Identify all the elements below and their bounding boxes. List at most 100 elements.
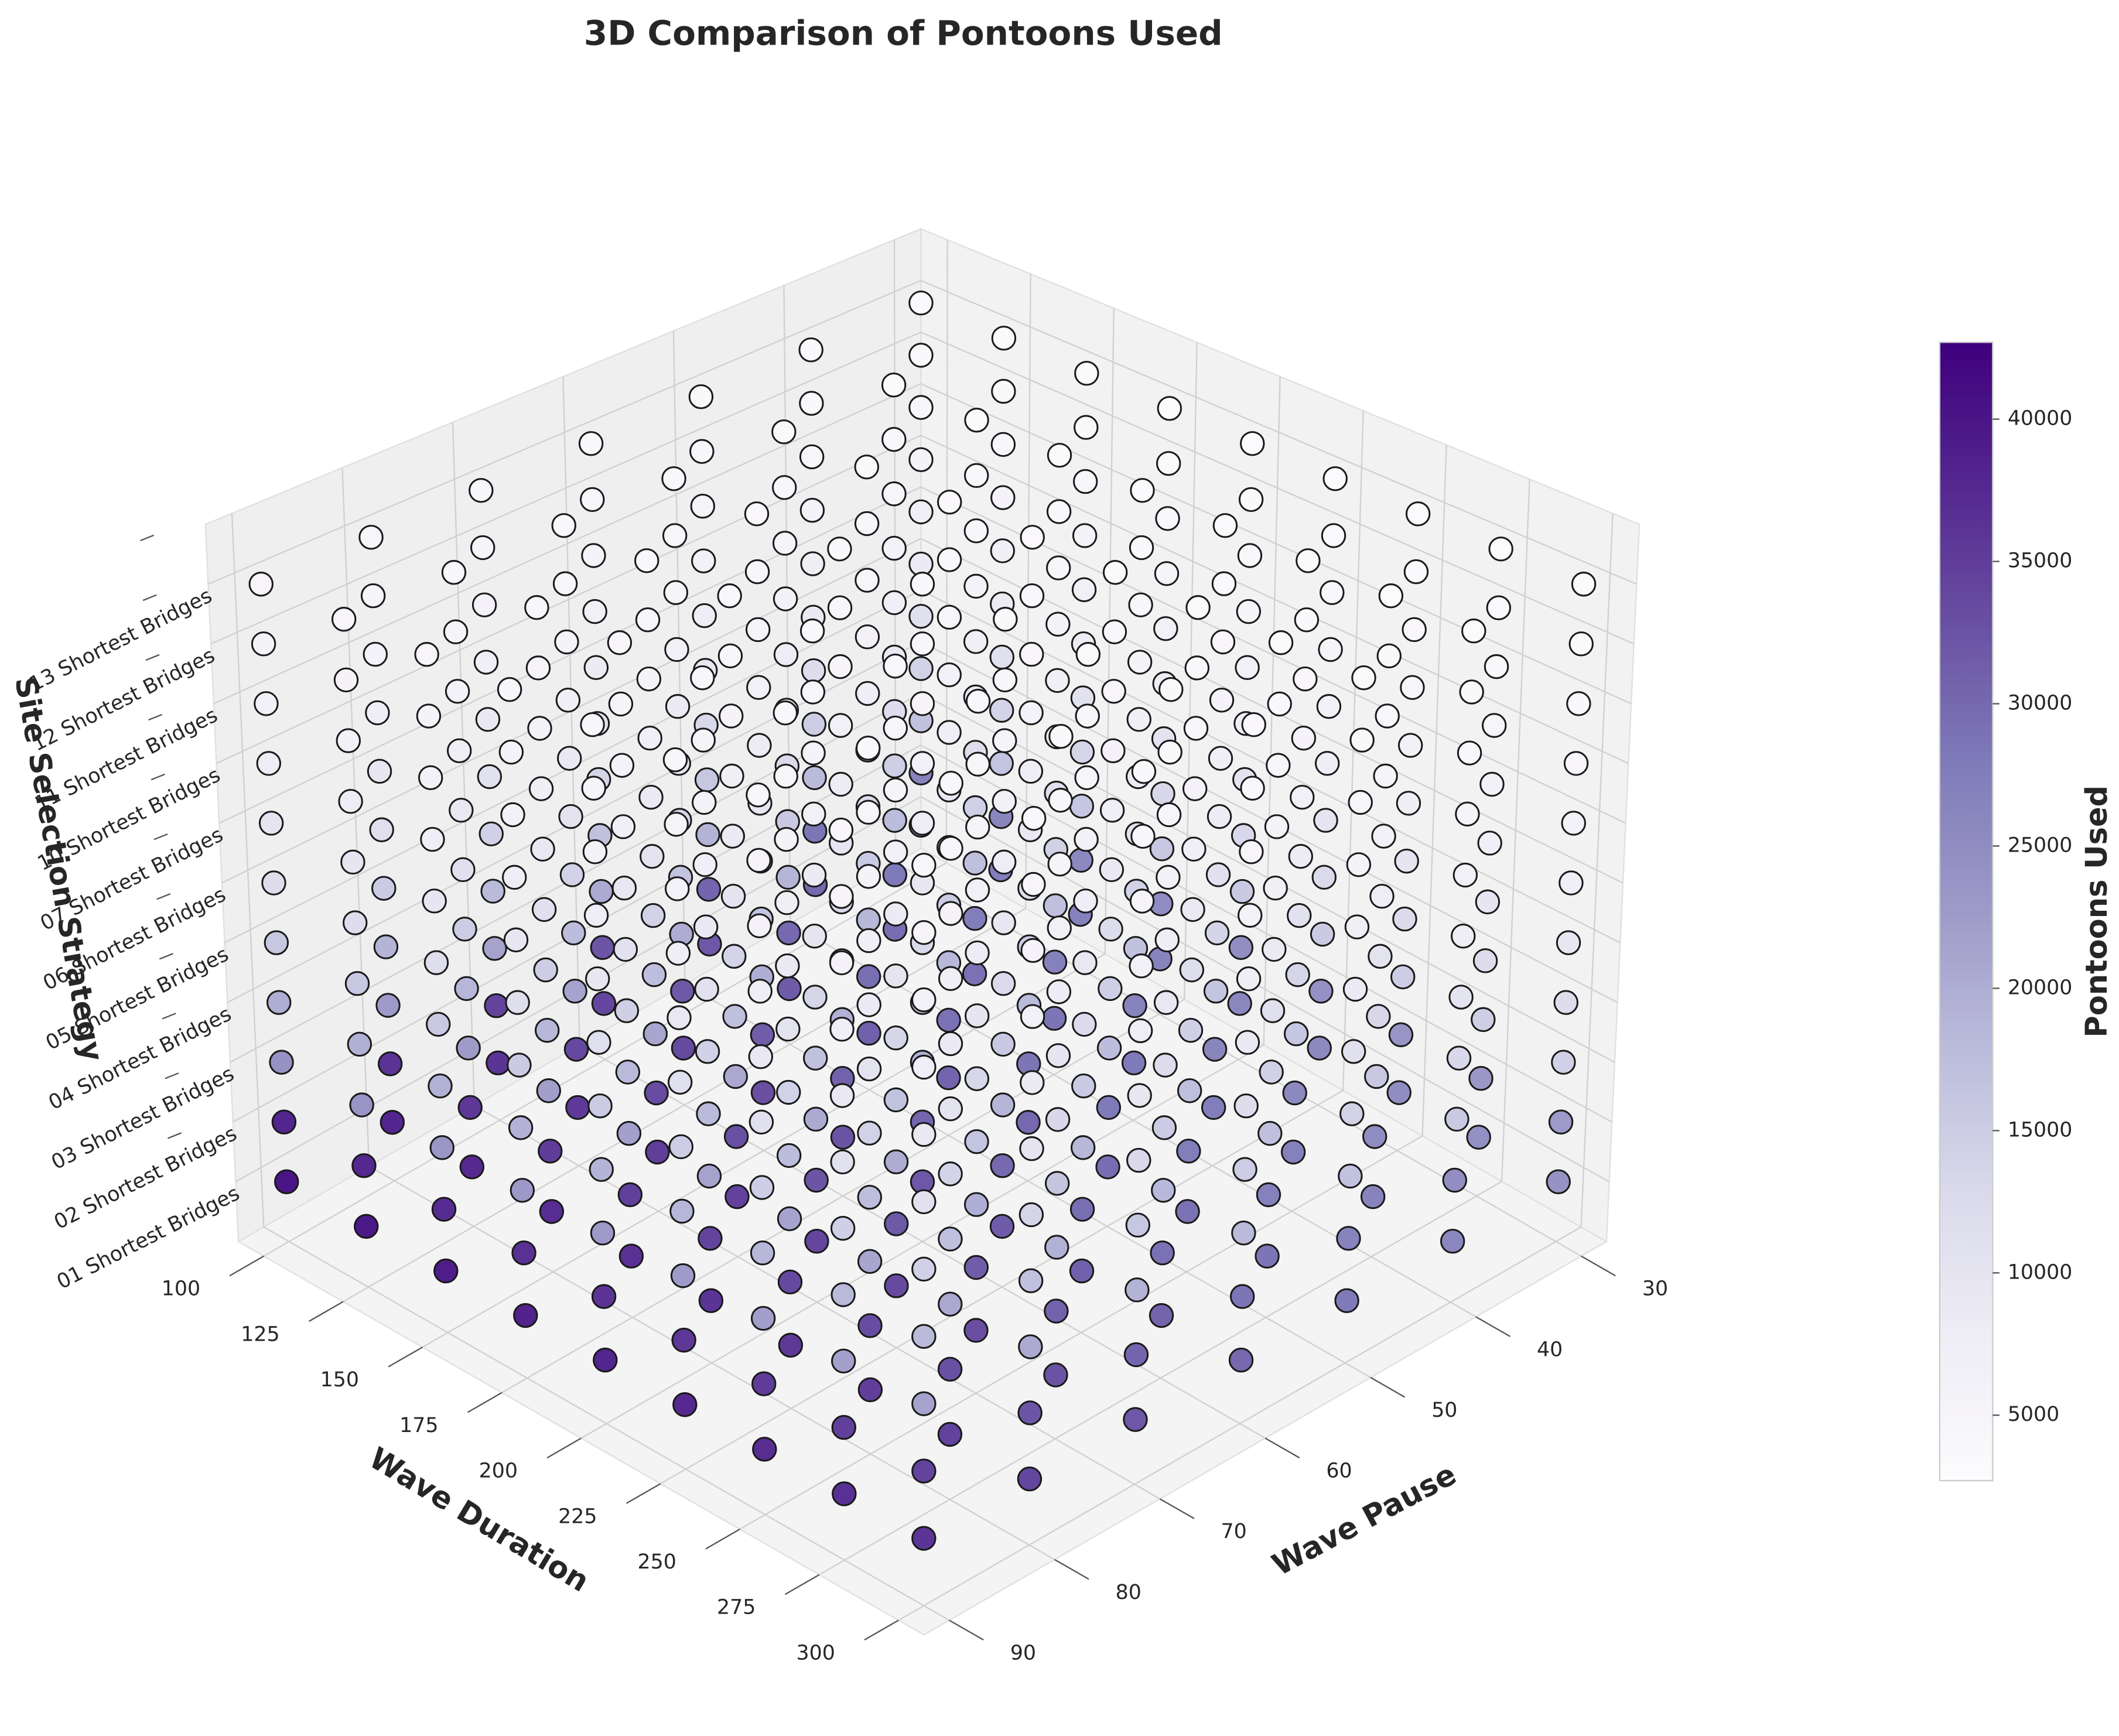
data-point <box>611 875 637 901</box>
tick-mark <box>142 594 157 602</box>
colorbar-tick-label: 30000 <box>2008 692 2073 715</box>
data-point <box>745 617 771 643</box>
data-point <box>855 624 880 650</box>
data-point <box>1339 1101 1365 1126</box>
data-point <box>1072 523 1098 548</box>
tick-mark <box>159 953 173 960</box>
data-point <box>1184 655 1210 681</box>
data-point <box>667 1005 692 1030</box>
data-point <box>1070 1135 1096 1160</box>
data-point <box>992 667 1018 693</box>
data-point <box>856 1056 882 1082</box>
data-point <box>433 1258 459 1284</box>
data-point <box>416 703 442 729</box>
data-point <box>1240 431 1265 456</box>
data-point <box>937 720 962 745</box>
data-point <box>1296 548 1321 573</box>
data-point <box>881 373 907 398</box>
data-point <box>561 920 586 946</box>
data-point <box>937 1421 963 1447</box>
data-point <box>776 920 801 946</box>
data-point <box>1096 1095 1122 1120</box>
data-point <box>665 941 691 966</box>
data-point <box>1405 501 1431 527</box>
data-point <box>423 950 449 975</box>
data-point <box>452 917 477 942</box>
data-point <box>778 1332 804 1358</box>
colorbar-label: Pontoons Used <box>2080 785 2114 1038</box>
data-point <box>1291 725 1317 751</box>
data-point <box>480 879 505 904</box>
data-point <box>1452 862 1478 888</box>
data-point <box>1287 903 1312 928</box>
grid-line <box>210 332 921 645</box>
data-point <box>1402 617 1427 643</box>
data-point <box>1154 561 1180 586</box>
data-point <box>1459 679 1484 705</box>
data-point <box>856 799 881 825</box>
data-point <box>857 1184 883 1210</box>
data-point <box>380 1110 405 1135</box>
data-point <box>883 963 908 989</box>
data-point <box>991 849 1017 875</box>
data-point <box>1019 641 1044 667</box>
data-point <box>484 993 509 1019</box>
data-point <box>1293 667 1318 692</box>
data-point <box>1228 1347 1254 1373</box>
data-point <box>1072 950 1098 975</box>
grid-line <box>920 435 1629 764</box>
data-point <box>513 1303 538 1328</box>
data-point <box>1048 788 1073 813</box>
chart-title: 3D Comparison of Pontoons Used <box>584 13 1223 53</box>
data-point <box>1257 1120 1283 1146</box>
data-point <box>1046 499 1072 524</box>
data-point <box>1153 616 1178 641</box>
data-point <box>1096 1036 1122 1061</box>
data-point <box>562 978 587 1004</box>
data-point <box>1069 1258 1095 1284</box>
colorbar-tick-label: 35000 <box>2008 549 2073 573</box>
data-point <box>1016 1110 1041 1135</box>
data-point <box>722 1004 747 1029</box>
data-point <box>883 654 908 679</box>
data-point <box>662 523 688 548</box>
data-point <box>827 595 853 620</box>
data-point <box>347 1031 372 1057</box>
data-point <box>1235 655 1260 680</box>
data-point <box>965 814 990 840</box>
data-point <box>854 511 880 536</box>
data-point <box>1318 637 1343 662</box>
data-point <box>271 1109 297 1134</box>
data-point <box>1122 993 1147 1019</box>
data-point <box>441 560 467 585</box>
data-point <box>1018 1268 1044 1293</box>
data-point <box>1129 535 1154 561</box>
data-point <box>696 1163 722 1189</box>
data-point <box>1205 862 1231 887</box>
data-point <box>662 747 688 773</box>
data-point <box>1074 826 1099 852</box>
data-point <box>580 712 605 737</box>
data-point <box>1263 875 1288 901</box>
data-point <box>443 619 469 645</box>
data-point <box>670 1263 696 1289</box>
data-point <box>1316 693 1342 719</box>
tick-mark <box>546 1437 582 1459</box>
grid-line <box>368 1166 1055 1560</box>
data-point <box>772 475 797 500</box>
y-tick-label: 90 <box>1010 1641 1036 1665</box>
data-point <box>373 934 399 959</box>
data-point <box>751 1371 777 1396</box>
data-point <box>964 408 989 433</box>
data-point <box>1448 985 1474 1010</box>
data-point <box>640 843 665 869</box>
data-point <box>937 662 962 688</box>
data-point <box>507 1052 532 1078</box>
colorbar-tick-label: 10000 <box>2008 1260 2073 1284</box>
data-point <box>1457 740 1482 766</box>
data-point <box>1072 1011 1097 1037</box>
tick-mark <box>1475 1316 1511 1337</box>
data-point <box>692 790 717 815</box>
data-point <box>1075 703 1100 729</box>
data-point <box>1102 560 1128 585</box>
